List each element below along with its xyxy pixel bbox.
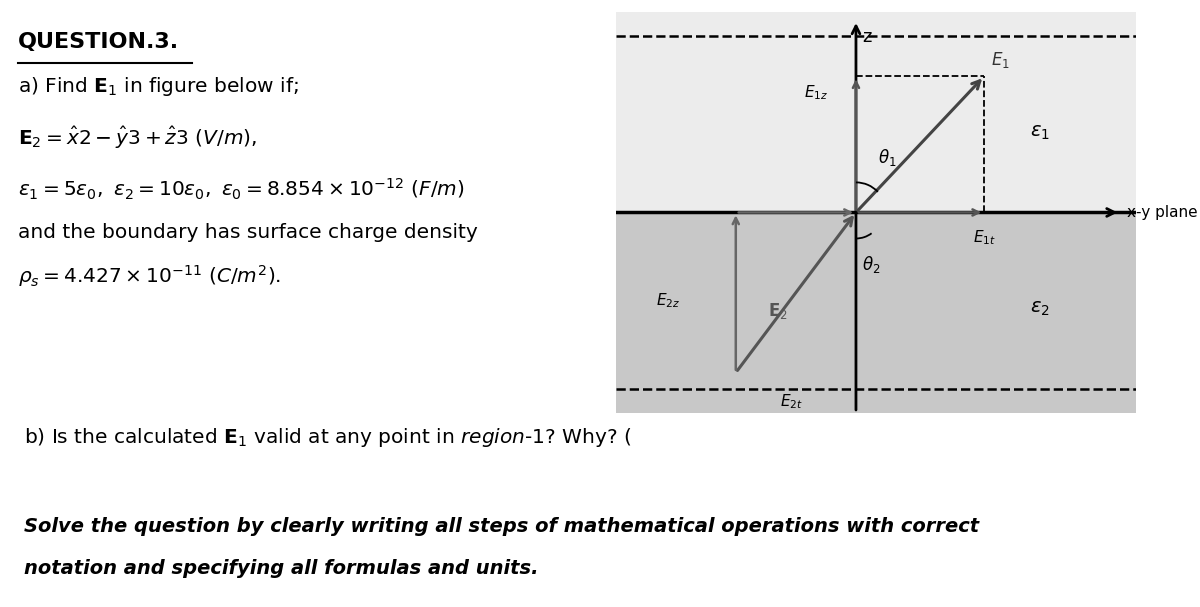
Text: $E_{1t}$: $E_{1t}$ bbox=[973, 228, 996, 247]
Bar bbox=[616, 212, 1136, 413]
Text: $\varepsilon_2$: $\varepsilon_2$ bbox=[1031, 299, 1050, 318]
Text: b) Is the calculated $\mathbf{E}_1$ valid at any point in $\mathit{region}$-$\ma: b) Is the calculated $\mathbf{E}_1$ vali… bbox=[24, 426, 631, 449]
Text: $\varepsilon_1$: $\varepsilon_1$ bbox=[1031, 123, 1050, 142]
Text: and the boundary has surface charge density: and the boundary has surface charge dens… bbox=[18, 223, 478, 242]
Text: x-y plane: x-y plane bbox=[1127, 205, 1198, 220]
Text: $\theta_1$: $\theta_1$ bbox=[878, 148, 896, 168]
Text: QUESTION.3.: QUESTION.3. bbox=[18, 32, 179, 52]
Text: $E_{2z}$: $E_{2z}$ bbox=[655, 291, 680, 310]
Text: $E_1$: $E_1$ bbox=[990, 50, 1009, 70]
Bar bbox=[616, 12, 1136, 212]
Text: $\rho_s = 4.427 \times 10^{-11} \ (C/m^2).$: $\rho_s = 4.427 \times 10^{-11} \ (C/m^2… bbox=[18, 263, 281, 289]
Text: notation and specifying all formulas and units.: notation and specifying all formulas and… bbox=[24, 559, 539, 578]
Text: a) Find $\mathbf{E}_1$ in figure below if;: a) Find $\mathbf{E}_1$ in figure below i… bbox=[18, 75, 299, 98]
Text: $\mathbf{E}_2$: $\mathbf{E}_2$ bbox=[768, 300, 788, 320]
Text: $\theta_2$: $\theta_2$ bbox=[863, 254, 881, 275]
Text: $E_{1z}$: $E_{1z}$ bbox=[804, 83, 828, 101]
Text: $\mathbf{E}_2 = \hat{x}2 - \hat{y}3 + \hat{z}3 \ (V/m),$: $\mathbf{E}_2 = \hat{x}2 - \hat{y}3 + \h… bbox=[18, 125, 257, 151]
Text: $\varepsilon_1 = 5\varepsilon_0,\ \varepsilon_2 = 10\varepsilon_0,\ \varepsilon_: $\varepsilon_1 = 5\varepsilon_0,\ \varep… bbox=[18, 177, 464, 202]
Text: z: z bbox=[863, 28, 871, 46]
Text: $E_{2t}$: $E_{2t}$ bbox=[780, 393, 803, 412]
Text: Solve the question by clearly writing all steps of mathematical operations with : Solve the question by clearly writing al… bbox=[24, 517, 979, 536]
